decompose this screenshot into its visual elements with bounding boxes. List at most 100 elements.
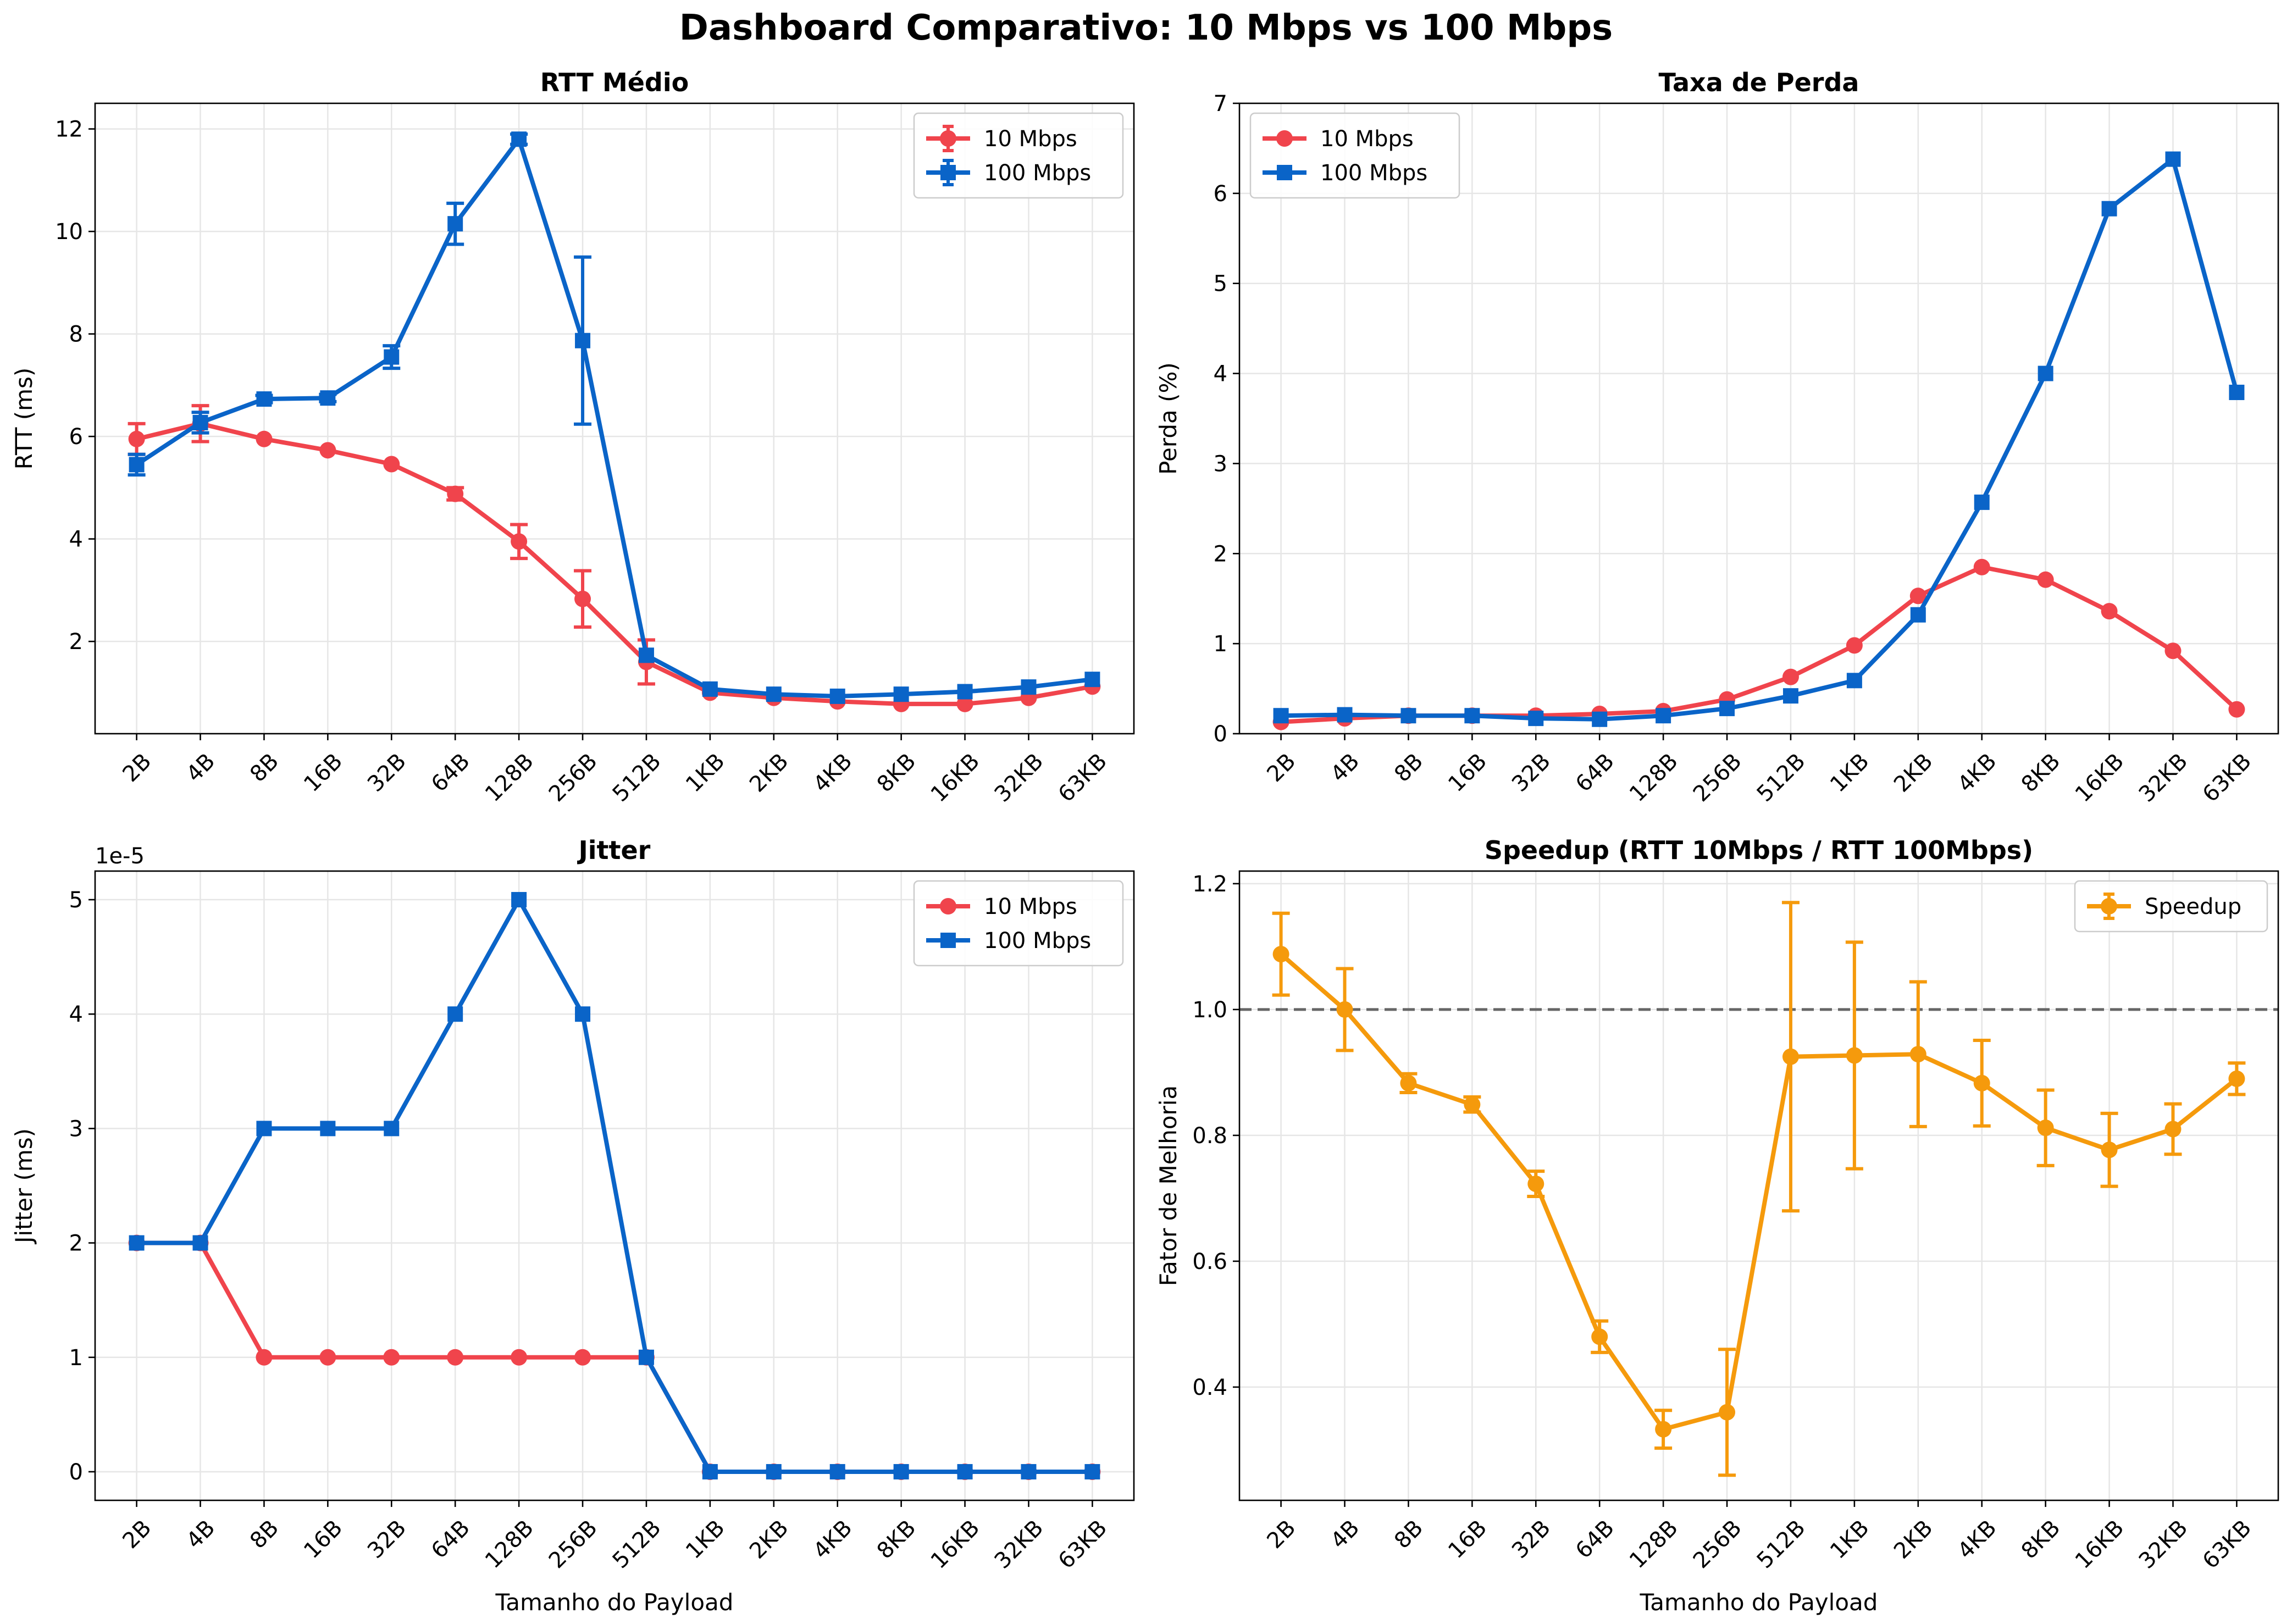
x-tick-label: 1KB (1825, 749, 1874, 797)
data-point (511, 1349, 528, 1366)
x-tick-label: 64B (427, 1515, 475, 1564)
x-tick-label: 32KB (2134, 1515, 2193, 1573)
y-tick-label: 1 (69, 1345, 83, 1371)
data-point (1846, 673, 1862, 689)
data-point (1782, 1048, 1799, 1065)
series-1 (1272, 901, 2246, 1477)
data-point (1782, 688, 1798, 704)
legend-marker (940, 933, 956, 948)
data-point (1272, 946, 1289, 963)
legend: 10 Mbps 100 Mbps (1249, 112, 1460, 199)
x-tick-label: 4KB (1953, 749, 2001, 797)
series-line (136, 897, 1093, 1474)
data-point (1910, 607, 1926, 623)
data-point (511, 892, 527, 908)
x-tick-label: 32B (363, 1515, 411, 1564)
data-point (129, 1235, 145, 1251)
data-point (2228, 1070, 2245, 1087)
x-tick-label: 1KB (681, 1515, 729, 1564)
series-line (1279, 952, 2238, 1432)
data-point (383, 1349, 400, 1366)
y-tick-label: 12 (55, 117, 83, 142)
chart-panel-1: 2 4 6 8 10 12 2B 4B 8B 16B 32B 64B 128B 256B 512B 1KB 2K… (10, 68, 1135, 807)
series-line (135, 137, 1093, 699)
y-tick-label: 1.0 (1192, 997, 1227, 1023)
x-tick-label: 4KB (1953, 1515, 2001, 1564)
data-point (383, 456, 400, 473)
data-point (2164, 1121, 2182, 1138)
series-2 (129, 892, 1100, 1479)
x-tick-label: 2KB (1889, 749, 1937, 797)
x-tick-label: 256B (1688, 1515, 1747, 1573)
data-point (1655, 1421, 1672, 1438)
x-tick-label: 32B (1507, 749, 1555, 797)
y-tick-label: 5 (69, 888, 83, 913)
data-point (766, 1464, 782, 1479)
y-tick-label: 0 (69, 1460, 83, 1485)
legend-box (2074, 880, 2268, 933)
y-axis-label: RTT (ms) (10, 368, 37, 470)
x-tick-label: 512B (1752, 1515, 1811, 1573)
data-point (1973, 558, 1990, 575)
data-point (1909, 1046, 1926, 1063)
data-point (1974, 494, 1990, 510)
y-axis-label: Jitter (ms) (10, 1128, 37, 1245)
data-point (2164, 642, 2182, 659)
data-point (2038, 365, 2053, 381)
chart-panel-3: 0 1 2 3 4 5 2B 4B 8B 16B 32B 64B 128B 256B 512B 1KB 2KB 4… (10, 835, 1135, 1616)
y-tick-label: 2 (1214, 541, 1227, 567)
series-1 (128, 404, 1101, 712)
legend-box (1249, 112, 1460, 199)
x-tick-label: 128B (480, 749, 539, 807)
data-point (1084, 672, 1100, 688)
y-tick-label: 3 (69, 1116, 83, 1141)
y-tick-label: 8 (69, 322, 83, 347)
y-tick-label: 4 (69, 1002, 83, 1027)
data-point (829, 1464, 845, 1479)
data-point (128, 430, 145, 447)
data-point (1021, 679, 1037, 695)
x-tick-label: 8KB (872, 1515, 921, 1564)
x-tick-label: 32B (363, 749, 411, 797)
data-point (829, 688, 845, 704)
x-tick-label: 2KB (745, 749, 793, 797)
y-multiplier: 1e-5 (95, 844, 145, 869)
data-point (2228, 701, 2245, 718)
x-axis-label: Tamanho do Payload (495, 1589, 734, 1616)
legend-marker (1276, 130, 1293, 147)
data-point (384, 1121, 400, 1137)
legend-label: 100 Mbps (1320, 160, 1427, 186)
x-tick-label: 128B (480, 1515, 539, 1573)
data-point (129, 457, 145, 473)
plot-frame (94, 870, 1135, 1501)
series-2 (128, 131, 1100, 704)
y-tick-label: 6 (1214, 181, 1227, 207)
x-tick-label: 2KB (745, 1515, 793, 1564)
x-tick-label: 256B (544, 1515, 602, 1573)
data-point (638, 1349, 654, 1365)
x-tick-label: 32KB (990, 749, 1048, 807)
x-tick-label: 64B (1571, 1515, 1619, 1564)
legend-marker (1277, 165, 1292, 180)
data-point (1400, 1074, 1417, 1091)
series-line (1281, 157, 2239, 722)
chart-title: Speedup (RTT 10Mbps / RTT 100Mbps) (1485, 835, 2033, 865)
legend-box (913, 880, 1124, 967)
x-tick-label: 64B (427, 749, 475, 797)
y-tick-label: 4 (69, 527, 83, 552)
data-point (2037, 571, 2054, 588)
data-point (1084, 1464, 1100, 1479)
legend-box (913, 112, 1124, 199)
x-tick-label: 8B (245, 1515, 284, 1554)
data-point (1527, 1176, 1544, 1193)
y-tick-label: 10 (55, 219, 83, 245)
data-point (1973, 1074, 1990, 1091)
data-point (702, 681, 718, 697)
series-line (136, 421, 1093, 706)
y-tick-label: 6 (69, 424, 83, 450)
data-point (1592, 711, 1608, 727)
data-point (1909, 587, 1926, 605)
data-point (638, 647, 654, 663)
data-point (1591, 1328, 1608, 1345)
data-point (1336, 1001, 1353, 1018)
